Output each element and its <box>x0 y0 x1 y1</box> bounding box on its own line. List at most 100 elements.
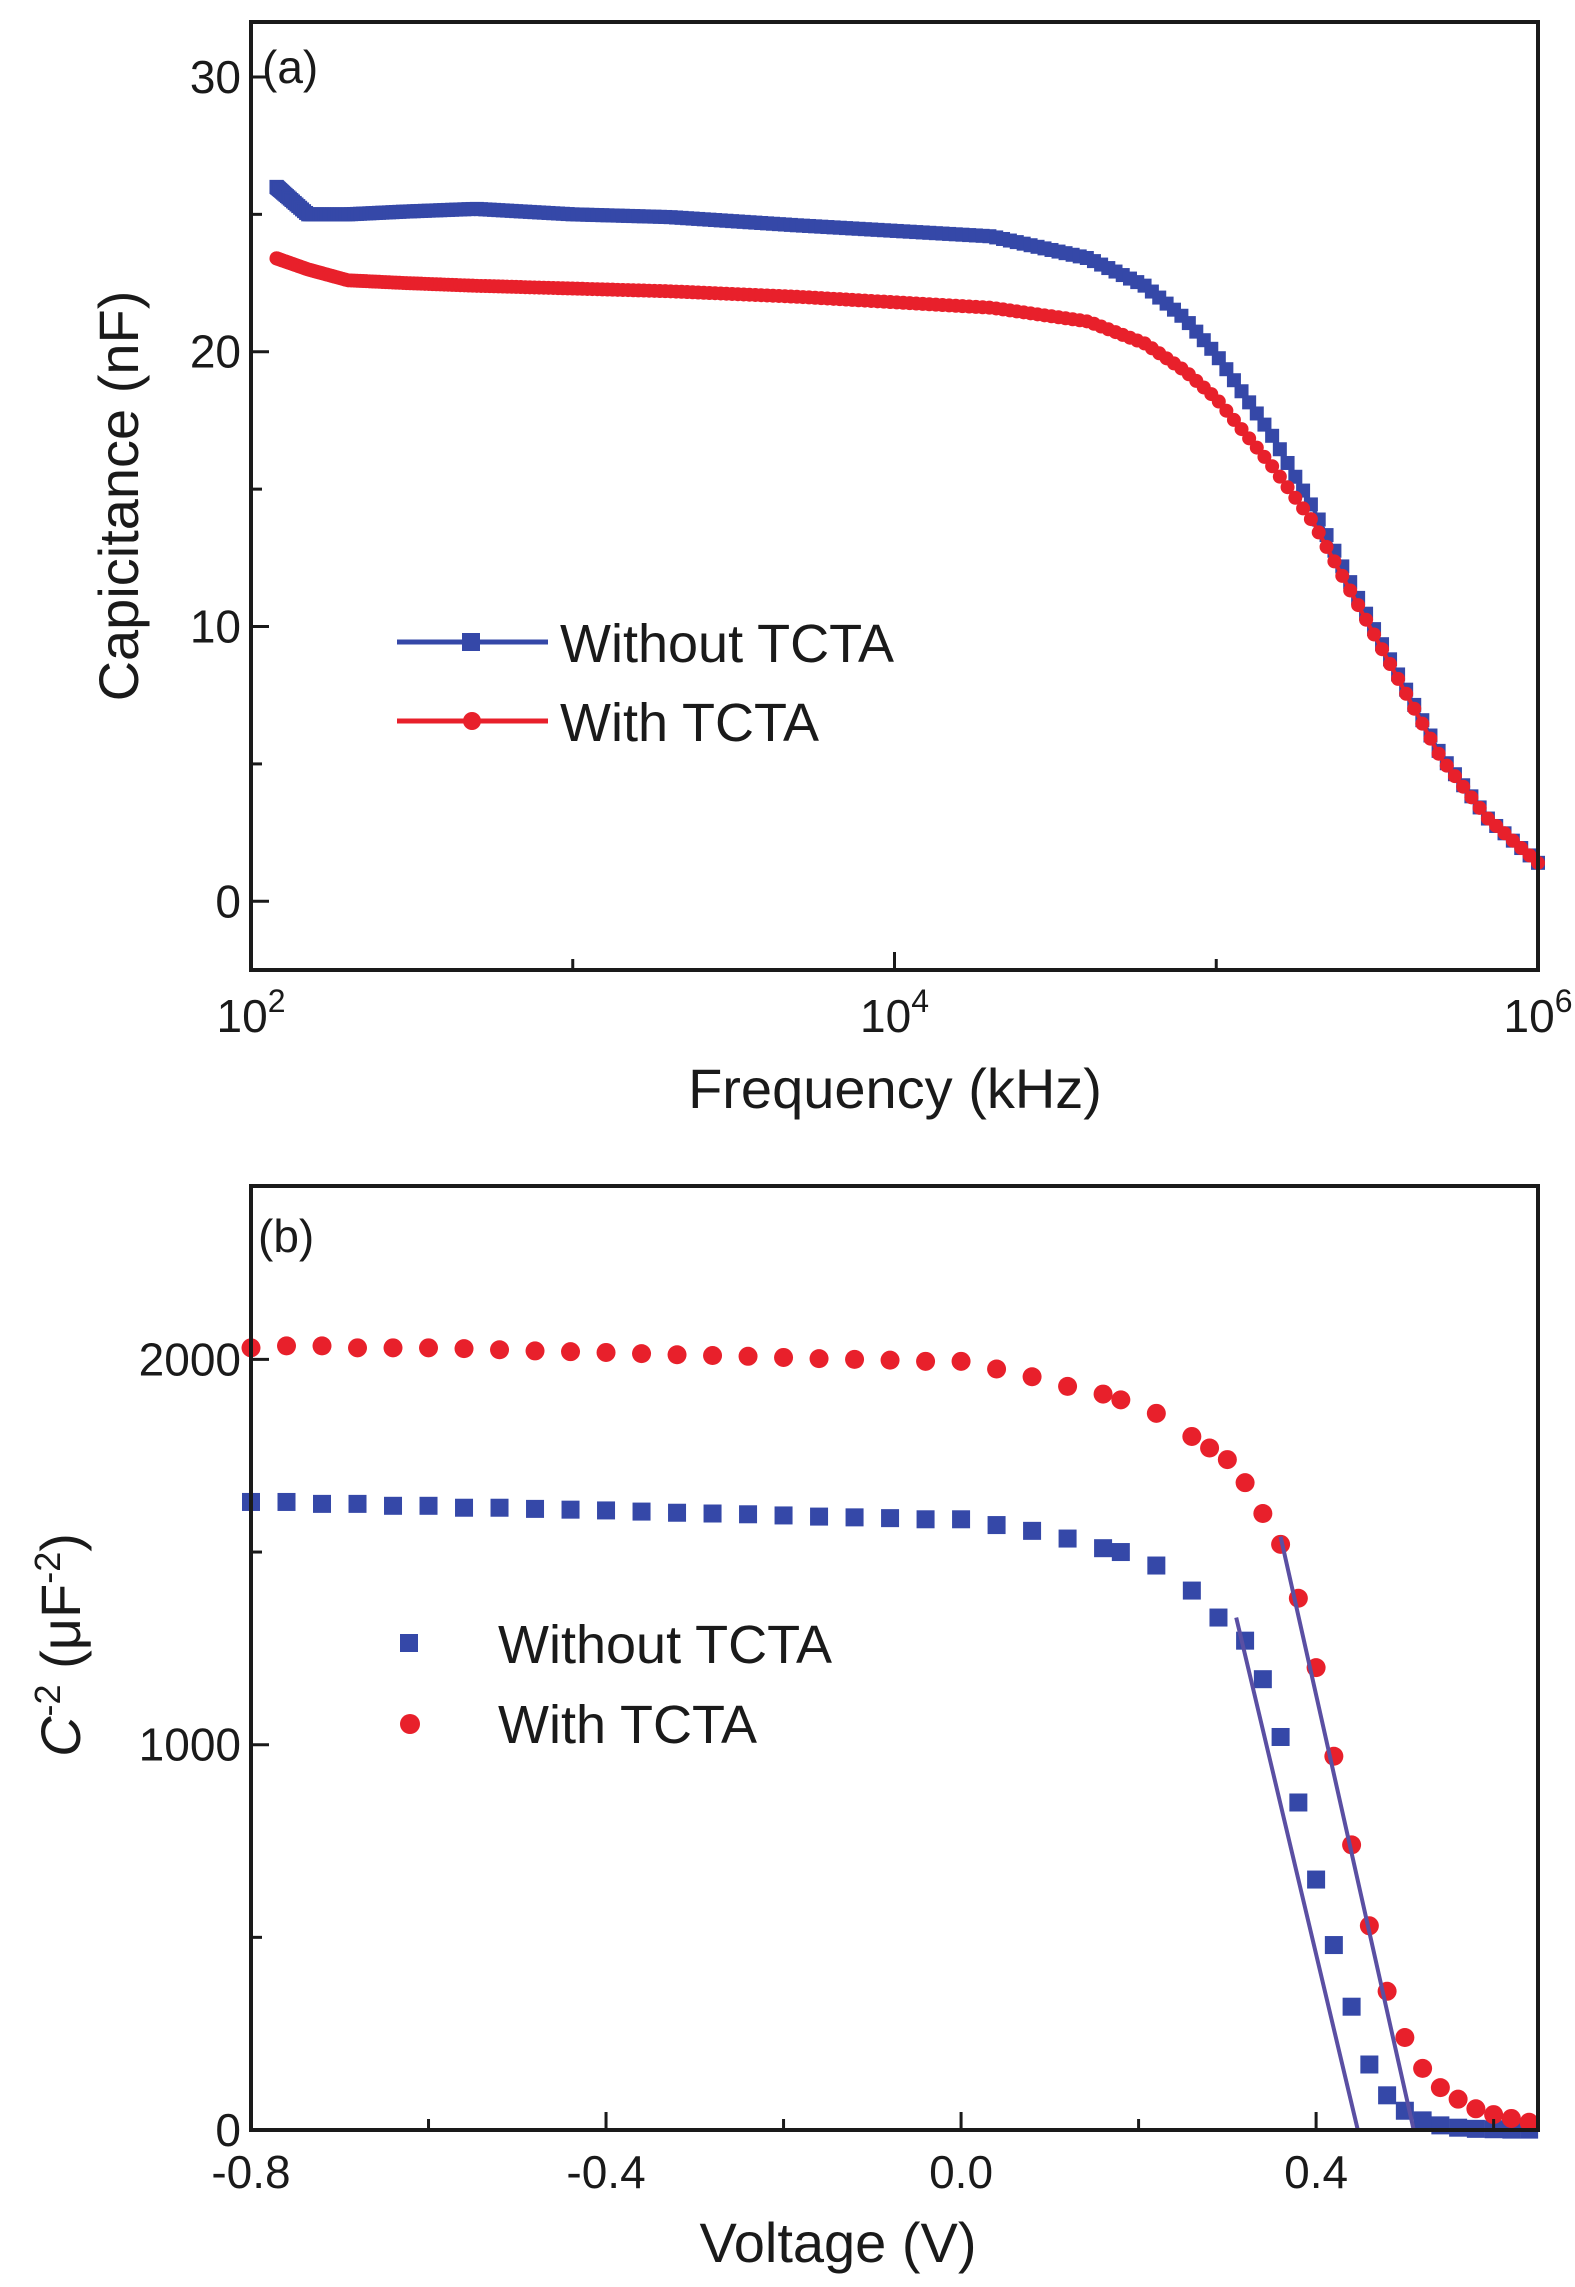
ylabel-b-sup2: -2 <box>27 1552 68 1584</box>
panel-b-plot-frame <box>249 1184 1540 2132</box>
panel-b-data-point <box>1058 1376 1078 1396</box>
panel-a-data-point <box>1407 701 1422 716</box>
tick-base: 10 <box>217 990 268 1042</box>
panel-a-data-point <box>1280 455 1295 470</box>
panel-b-data-point <box>455 1498 474 1517</box>
panel-b-data-point <box>1360 2055 1379 2074</box>
panel-a-data-point <box>1383 657 1398 672</box>
panel-b-data-point <box>313 1494 332 1513</box>
panel-a-data-point <box>1257 449 1272 464</box>
panel-b-series-with-tcta <box>241 1336 1539 2132</box>
panel-b-data-point <box>384 1496 403 1515</box>
panel-a-y-tick-label: 20 <box>190 326 241 378</box>
panel-b-data-point <box>1209 1608 1228 1627</box>
panel-a-data-point <box>1415 716 1430 731</box>
panel-b-data-point <box>597 1501 616 1520</box>
panel-a-data-point <box>1234 384 1249 399</box>
panel-b-y-tick-label: 0 <box>215 2104 241 2156</box>
panel-a-data-point <box>1319 539 1334 554</box>
panel-b-data-point <box>348 1494 367 1513</box>
panel-b-data-point <box>1271 1727 1290 1746</box>
panel-b-data-point <box>1324 1936 1343 1955</box>
panel-b-data-point <box>454 1339 474 1359</box>
panel-b-data-point <box>1395 2028 1415 2048</box>
panel-b-data-point <box>277 1336 297 1356</box>
ylabel-b-unit-close: ) <box>29 1533 92 1552</box>
panel-b-data-point <box>1484 2105 1504 2125</box>
panel-b-data-point <box>809 1349 829 1369</box>
panel-b-data-point <box>1022 1367 1042 1387</box>
panel-b-data-point <box>1200 1438 1220 1458</box>
legend-a-marker-with <box>463 712 481 730</box>
tick-exponent: 4 <box>911 983 929 1019</box>
panel-a-data-point <box>1242 395 1257 410</box>
panel-b-data-point <box>951 1351 971 1371</box>
panel-b-data-point <box>739 1505 758 1524</box>
panel-b-data-point <box>561 1500 580 1519</box>
panel-b-data-point <box>1093 1384 1113 1404</box>
panel-a-y-tick-label: 30 <box>190 51 241 103</box>
panel-b-x-tick-label: 0.0 <box>929 2146 993 2198</box>
panel-b-data-point <box>632 1344 652 1364</box>
panel-b-data-point <box>810 1507 829 1526</box>
panel-b-data-point <box>525 1341 545 1361</box>
legend-b-label-without: Without TCTA <box>498 1615 832 1675</box>
panel-b-legend: Without TCTA With TCTA <box>400 1615 832 1755</box>
panel-b-series-without-tcta <box>242 1492 1539 2139</box>
panel-b-data-point <box>1519 2112 1539 2132</box>
panel-b-y-tick-label: 1000 <box>139 1719 241 1771</box>
panel-a-data-point <box>1367 627 1382 642</box>
panel-a-data-point <box>1335 568 1350 583</box>
panel-b-data-point <box>845 1349 865 1369</box>
panel-a-plot-frame <box>249 20 1540 972</box>
panel-a-data-point <box>1265 428 1280 443</box>
tick-exponent: 2 <box>268 983 286 1019</box>
panel-a-data-point <box>1431 746 1446 761</box>
panel-b-data-point <box>1449 2118 1468 2137</box>
panel-b-y-axis-title: C-2 (μF-2) <box>27 1533 92 1757</box>
legend-a-marker-without <box>462 633 480 651</box>
panel-a-data-point <box>1447 769 1462 784</box>
ylabel-b-unit-open: (μF <box>29 1584 92 1685</box>
legend-b-marker-with <box>400 1714 420 1734</box>
panel-b-data-point <box>952 1510 971 1529</box>
panel-b-data-point <box>561 1342 581 1362</box>
panel-b-data-point <box>987 1516 1006 1535</box>
panel-b-data-point <box>1413 2111 1432 2130</box>
panel-b-data-point <box>1235 1473 1255 1493</box>
tick-base: 10 <box>1504 990 1555 1042</box>
panel-a-x-tick-label: 106 <box>1504 983 1573 1042</box>
panel-a-data-point <box>1226 373 1241 388</box>
panel-b-data-point <box>419 1496 438 1515</box>
panel-a-data-point <box>1359 612 1374 627</box>
panel-b-data-point <box>1182 1426 1202 1446</box>
legend-b-label-with: With TCTA <box>498 1695 757 1755</box>
panel-b-linear-fit-line <box>1234 1617 1360 2131</box>
panel-b-data-point <box>1378 2086 1397 2105</box>
panel-a-data-point <box>1242 431 1257 446</box>
panel-b-x-tick-label: 0.4 <box>1284 2146 1348 2198</box>
panel-b-data-point <box>845 1508 864 1527</box>
panel-b-data-point <box>774 1347 794 1367</box>
panel-b-data-point <box>987 1359 1007 1379</box>
panel-a-data-point <box>1265 459 1280 474</box>
panel-b-data-point <box>1058 1529 1077 1548</box>
panel-a-series-layer <box>269 179 1545 870</box>
panel-b-data-point <box>490 1340 510 1360</box>
panel-a-data-point <box>1303 512 1318 527</box>
panel-b-data-point <box>881 1509 900 1528</box>
panel-b-data-point <box>1342 1997 1361 2016</box>
panel-b-data-point <box>526 1499 545 1518</box>
panel-b-data-point <box>1217 1450 1237 1470</box>
panel-b-y-tick-label: 2000 <box>139 1333 241 1385</box>
panel-a-data-point <box>1288 469 1303 484</box>
panel-b-data-point <box>703 1504 722 1523</box>
panel-b-x-tick-label: -0.4 <box>566 2146 645 2198</box>
panel-b-data-point <box>880 1350 900 1370</box>
panel-a-data-point <box>1249 406 1264 421</box>
legend-b-marker-without <box>400 1634 418 1652</box>
panel-b-data-point <box>1111 1390 1131 1410</box>
panel-b-data-point <box>1413 2058 1433 2078</box>
